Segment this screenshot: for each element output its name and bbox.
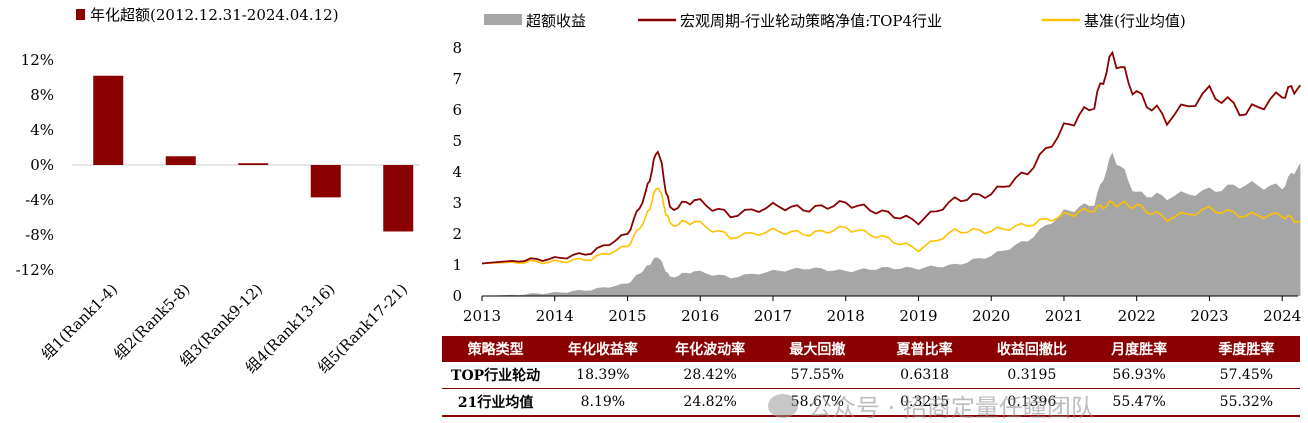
- table-cell: 57.55%: [763, 362, 871, 389]
- bar: [383, 165, 414, 232]
- right-x-tick-label: 2015: [608, 307, 646, 325]
- right-x-tick-label: 2021: [1045, 307, 1083, 325]
- table-cell: 0.1396: [978, 388, 1086, 417]
- table-cell: 21行业均值: [442, 388, 550, 417]
- right-x-tick-label: 2017: [754, 307, 792, 325]
- legend-label-benchmark: 基准(行业均值): [1084, 12, 1186, 30]
- legend-label-strategy: 宏观周期-行业轮动策略净值:TOP4行业: [680, 12, 942, 30]
- table-header-row: 策略类型 年化收益率 年化波动率 最大回撤 夏普比率 收益回撤比 月度胜率 季度…: [442, 336, 1300, 362]
- right-y-tick-label: 4: [452, 163, 462, 181]
- bar: [310, 165, 341, 198]
- table-cell: 0.6318: [871, 362, 979, 389]
- left-y-tick-label: 0%: [30, 156, 54, 174]
- left-category-label: 组2(Rank5-8): [110, 280, 193, 363]
- left-legend-swatch: [76, 9, 85, 20]
- table-cell: 55.32%: [1192, 388, 1300, 417]
- right-x-tick-label: 2023: [1190, 307, 1228, 325]
- right-y-tick-label: 5: [452, 132, 462, 150]
- table-cell: 8.19%: [549, 388, 657, 417]
- table-cell: 24.82%: [656, 388, 764, 417]
- right-x-tick-label: 2014: [536, 307, 574, 325]
- table-cell: 55.47%: [1085, 388, 1193, 417]
- watermark-text: 公众号 · 招商定量任瞳团队: [808, 394, 1095, 422]
- table-header: 夏普比率: [871, 336, 979, 362]
- right-y-tick-label: 0: [452, 287, 462, 305]
- table-header: 最大回撤: [763, 336, 871, 362]
- right-x-tick-label: 2019: [899, 307, 937, 325]
- legend-label-excess: 超额收益: [526, 12, 586, 30]
- left-y-tick-label: 8%: [30, 86, 54, 104]
- right-y-tick-label: 3: [452, 194, 462, 212]
- strategy-nav-line: [481, 50, 1302, 265]
- table-cell: 18.39%: [549, 362, 657, 389]
- watermark: 公众号 · 招商定量任瞳团队: [768, 388, 1095, 423]
- table-header: 收益回撤比: [978, 336, 1086, 362]
- legend-swatch-excess: [484, 14, 522, 25]
- bar: [238, 163, 269, 165]
- right-y-tick-label: 7: [452, 70, 462, 88]
- left-category-label: 组1(Rank1-4): [38, 280, 121, 363]
- bar: [93, 75, 124, 165]
- table-header: 月度胜率: [1085, 336, 1193, 362]
- right-y-tick-label: 2: [452, 225, 462, 243]
- right-x-tick-label: 2018: [827, 307, 865, 325]
- table-cell: 56.93%: [1085, 362, 1193, 389]
- right-x-tick-label: 2020: [972, 307, 1010, 325]
- right-y-tick-label: 8: [452, 39, 462, 57]
- right-x-tick-label: 2024: [1263, 307, 1301, 325]
- left-y-tick-label: -12%: [16, 261, 54, 279]
- table-header: 年化收益率: [549, 336, 657, 362]
- right-x-tick-label: 2022: [1118, 307, 1156, 325]
- table-cell: 57.45%: [1192, 362, 1300, 389]
- table-cell: 28.42%: [656, 362, 764, 389]
- table-row: 21行业均值 8.19% 24.82% 58.67% 0.3215 0.1396…: [442, 388, 1300, 417]
- right-y-tick-label: 6: [452, 101, 462, 119]
- table-header: 策略类型: [442, 336, 550, 362]
- benchmark-line: [481, 187, 1301, 265]
- table-row: TOP行业轮动 18.39% 28.42% 57.55% 0.6318 0.31…: [442, 362, 1300, 389]
- metrics-table: 策略类型 年化收益率 年化波动率 最大回撤 夏普比率 收益回撤比 月度胜率 季度…: [442, 336, 1300, 417]
- left-y-tick-label: 4%: [30, 121, 54, 139]
- table-header: 年化波动率: [656, 336, 764, 362]
- right-y-tick-label: 1: [452, 256, 462, 274]
- left-y-tick-label: -4%: [25, 191, 54, 209]
- bar: [165, 156, 196, 165]
- left-y-tick-label: -8%: [25, 226, 54, 244]
- right-x-tick-label: 2016: [681, 307, 719, 325]
- table-cell: 0.3215: [871, 388, 979, 417]
- left-legend-label: 年化超额(2012.12.31-2024.04.12): [90, 6, 339, 24]
- table-cell: TOP行业轮动: [442, 362, 550, 389]
- excess-return-area: [482, 152, 1301, 296]
- right-line-chart: 超额收益 宏观周期-行业轮动策略净值:TOP4行业 基准(行业均值) 0 1 2 3 4…: [452, 12, 1302, 325]
- right-x-tick-label: 2013: [463, 307, 501, 325]
- table-header: 季度胜率: [1192, 336, 1300, 362]
- table-cell: 0.3195: [978, 362, 1086, 389]
- left-y-tick-label: 12%: [21, 51, 54, 69]
- left-bar-chart: 年化超额(2012.12.31-2024.04.12) 12% 8% 4% 0% -4%…: [16, 6, 420, 377]
- wechat-icon: [768, 393, 798, 418]
